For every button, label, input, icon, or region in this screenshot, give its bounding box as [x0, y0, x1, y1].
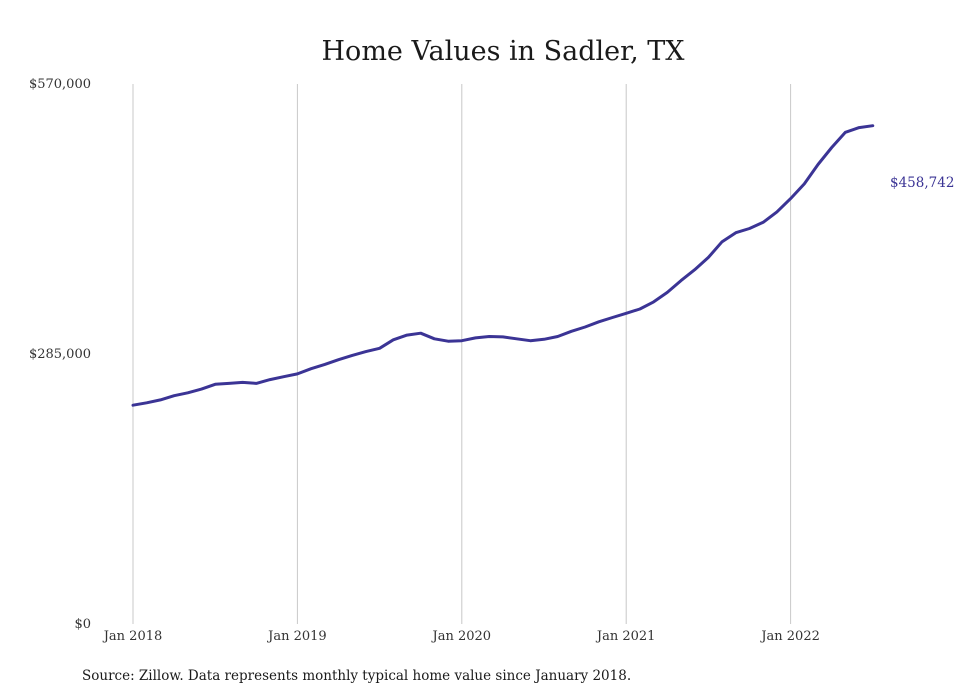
y-tick-label: $285,000: [29, 347, 91, 362]
grid-lines: [132, 84, 792, 624]
end-value-label: $458,742: [890, 175, 954, 191]
y-tick-label: $0: [74, 617, 91, 632]
x-tick-label: Jan 2020: [431, 629, 492, 644]
series-layer: [131, 124, 875, 407]
source-note: Source: Zillow. Data represents monthly …: [82, 668, 632, 684]
x-axis-ticks: Jan 2018 Jan 2019 Jan 2020 Jan 2021 Jan 2022: [102, 629, 820, 644]
y-axis-ticks: $0 $285,000 $570,000: [29, 77, 91, 632]
chart-title: Home Values in Sadler, TX: [322, 36, 686, 67]
y-tick-label: $570,000: [29, 77, 91, 92]
x-tick-label: Jan 2019: [266, 629, 327, 644]
x-tick-label: Jan 2018: [102, 629, 163, 644]
series-line: [131, 124, 875, 407]
x-tick-label: Jan 2022: [759, 629, 820, 644]
x-tick-label: Jan 2021: [595, 629, 656, 644]
